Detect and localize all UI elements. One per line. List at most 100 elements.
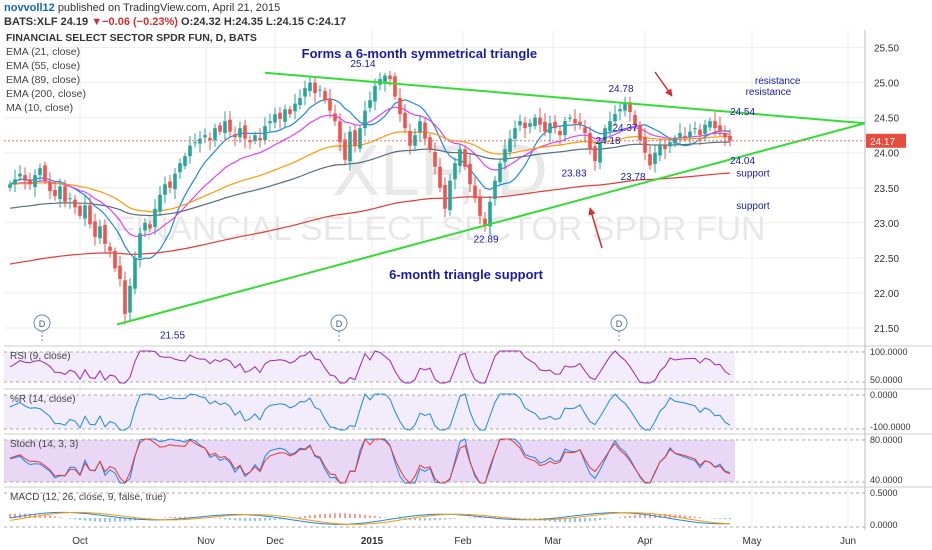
candle — [548, 115, 552, 142]
candle-body — [63, 186, 67, 202]
candle-body — [308, 82, 312, 91]
candle-body — [208, 137, 212, 141]
candle — [123, 271, 127, 325]
candlesticks — [8, 71, 732, 325]
candle-body — [393, 76, 397, 97]
axes: Oct Nov Dec 2015 Feb Mar Apr May Jun 25.50 25.00 24… — [72, 30, 906, 547]
candle — [408, 123, 412, 155]
x-tick-label: Feb — [454, 536, 472, 547]
panel-band — [4, 395, 735, 429]
candle — [193, 133, 197, 148]
candle-body — [683, 135, 687, 138]
candle-body — [58, 186, 62, 199]
price-annotation: 24.37 — [612, 123, 637, 134]
x-tick-label: 2015 — [361, 536, 384, 547]
candle-body — [158, 194, 162, 212]
panel-tick-bottom: -100.0000 — [870, 422, 911, 432]
panel-tick-bottom: 50.0000 — [870, 375, 903, 385]
x-tick-label: Mar — [544, 536, 562, 547]
candle-body — [563, 121, 567, 136]
candle — [558, 125, 562, 145]
oscillator-line — [9, 350, 731, 384]
candle — [713, 111, 717, 136]
chart-label: 6-month triangle support — [389, 267, 544, 282]
dividend-letter: D — [336, 319, 343, 329]
chart-label: Forms a 6-month symmetrical triangle — [302, 46, 538, 61]
candle-body — [98, 226, 102, 239]
candle-body — [573, 119, 577, 124]
candle-body — [113, 250, 117, 269]
candle — [323, 87, 327, 104]
candle — [108, 242, 112, 258]
candle — [218, 121, 222, 136]
legend-ema89: EMA (89, close) — [6, 74, 80, 86]
candle — [703, 120, 707, 141]
candle-body — [638, 124, 642, 141]
candle-body — [78, 205, 82, 216]
price-annotation: 24.54 — [730, 107, 755, 118]
publish-line: novvoll12 published on TradingView.com, … — [4, 2, 280, 14]
chart-label: resistance — [746, 87, 792, 98]
candle — [93, 213, 97, 246]
candle — [398, 88, 402, 122]
candle — [163, 176, 167, 204]
candle — [103, 219, 107, 254]
legend-ema55: EMA (55, close) — [6, 60, 80, 72]
candle-body — [368, 100, 372, 108]
candle-body — [283, 109, 287, 122]
stoch-signal-line — [9, 438, 731, 484]
candle-body — [303, 88, 307, 97]
candle — [213, 123, 217, 147]
price-annotation: 24.78 — [608, 84, 633, 95]
y-tick-label: 23.00 — [874, 219, 899, 230]
candle-body — [23, 175, 27, 181]
candle-body — [108, 246, 112, 251]
y-tick-label: 25.00 — [874, 79, 899, 90]
candle — [573, 109, 577, 131]
candle-body — [618, 109, 622, 112]
candle-body — [408, 130, 412, 146]
candle — [668, 137, 672, 154]
panel-tick-bottom: 0.0000 — [870, 520, 898, 530]
candle-body — [483, 218, 487, 227]
candle-body — [253, 135, 257, 141]
publish-info: published on TradingView.com, April 21, … — [57, 2, 281, 14]
candle — [308, 75, 312, 97]
candle-body — [688, 131, 692, 138]
candle-body — [473, 185, 477, 199]
candle — [198, 130, 202, 153]
candle-body — [523, 122, 527, 129]
candle — [563, 116, 567, 142]
candle — [238, 121, 242, 143]
candle-body — [13, 179, 17, 185]
panel-title: MACD (12, 26, close, 9, false, true) — [10, 492, 166, 503]
panel-tick-bottom: 40.0000 — [870, 475, 903, 485]
candle-body — [258, 137, 262, 141]
triangle-trendlines — [4, 71, 866, 326]
candle-body — [73, 199, 77, 208]
candle — [623, 96, 627, 117]
candle — [138, 227, 142, 268]
candle — [13, 169, 17, 192]
arrow-resistance — [654, 71, 673, 97]
legend-ema21: EMA (21, close) — [6, 46, 80, 58]
candle-body — [463, 149, 467, 167]
candle — [243, 119, 247, 149]
candle — [258, 128, 262, 148]
candle — [688, 123, 692, 147]
candle-body — [498, 163, 502, 183]
candle — [493, 176, 497, 206]
x-tick-label: Apr — [637, 536, 653, 547]
author-name[interactable]: novvoll12 — [4, 2, 55, 14]
arrow-support — [588, 207, 603, 249]
candle — [568, 114, 572, 122]
candle-body — [508, 138, 512, 152]
candle-body — [238, 128, 242, 138]
price-annotation: 22.89 — [473, 235, 498, 246]
candle-body — [148, 224, 152, 229]
candle-body — [243, 125, 247, 139]
last-price: 24.19 — [60, 16, 89, 28]
candle-body — [53, 189, 57, 197]
